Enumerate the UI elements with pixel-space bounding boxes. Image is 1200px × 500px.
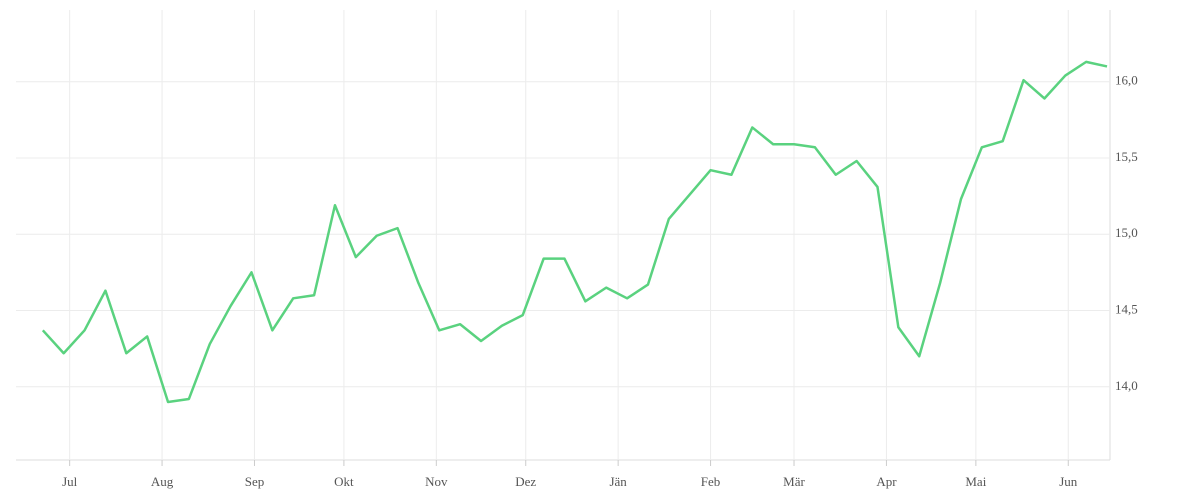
x-tick-label: Jän: [609, 474, 627, 489]
x-tick-label: Okt: [334, 474, 354, 489]
y-tick-label: 15,0: [1115, 225, 1138, 240]
y-tick-label: 14,5: [1115, 301, 1138, 316]
x-tick-label: Feb: [701, 474, 721, 489]
x-tick-label: Sep: [245, 474, 265, 489]
x-tick-label: Jul: [62, 474, 78, 489]
x-tick-label: Aug: [151, 474, 174, 489]
x-tick-label: Mai: [965, 474, 986, 489]
x-tick-label: Jun: [1059, 474, 1078, 489]
x-tick-label: Dez: [515, 474, 536, 489]
x-tick-label: Mär: [783, 474, 805, 489]
y-tick-label: 14,0: [1115, 378, 1138, 393]
data-line: [41, 60, 1108, 404]
y-tick-label: 15,5: [1115, 149, 1138, 164]
y-tick-label: 16,0: [1115, 73, 1138, 88]
x-tick-label: Apr: [876, 474, 897, 489]
x-tick-label: Nov: [425, 474, 448, 489]
